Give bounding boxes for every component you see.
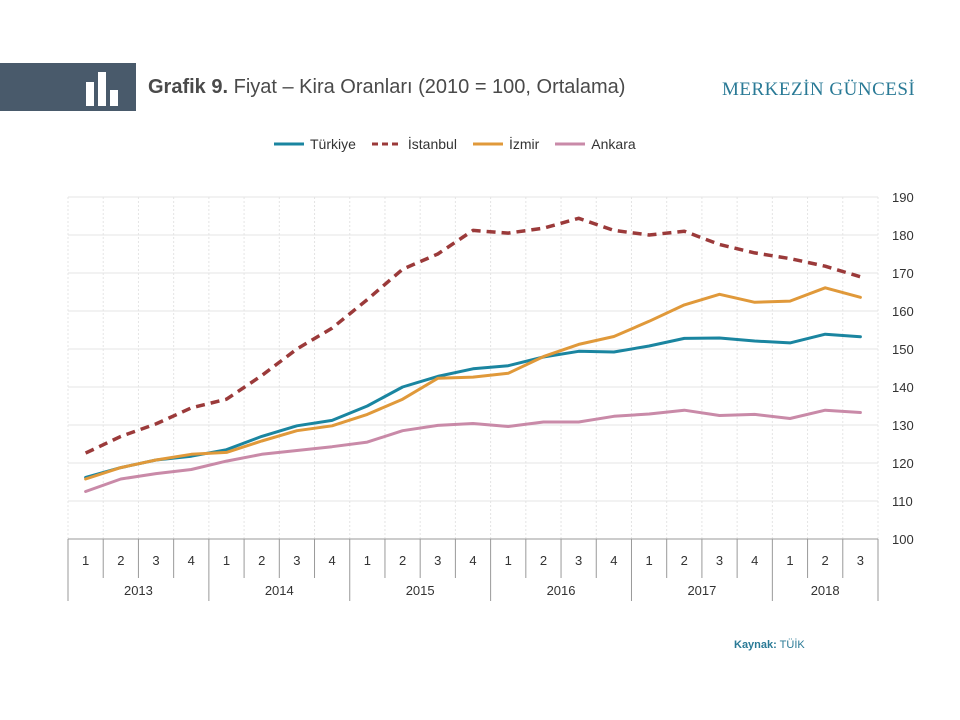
- x-tick-label: 1: [645, 553, 652, 568]
- legend-item: İstanbul: [370, 136, 457, 152]
- legend-label: İstanbul: [407, 136, 457, 152]
- x-tick-label: 4: [610, 553, 617, 568]
- year-label: 2013: [124, 583, 153, 598]
- legend-swatch: [371, 142, 402, 146]
- legend-item: İzmir: [471, 136, 539, 152]
- y-tick-label: 100: [892, 532, 914, 547]
- year-label: 2015: [406, 583, 435, 598]
- series-line-i̇zmir: [84, 286, 862, 481]
- x-tick-label: 4: [188, 553, 195, 568]
- x-tick-label: 1: [364, 553, 371, 568]
- legend-swatch: [274, 142, 304, 146]
- series-line-ankara: [84, 408, 862, 493]
- x-tick-label: 1: [82, 553, 89, 568]
- source-note: Kaynak: TÜİK: [734, 639, 805, 651]
- x-tick-label: 4: [469, 553, 476, 568]
- legend-item: Türkiye: [272, 136, 356, 152]
- source-value: TÜİK: [776, 639, 805, 651]
- legend-label: İzmir: [508, 136, 540, 152]
- x-tick-label: 3: [434, 553, 441, 568]
- y-tick-label: 190: [892, 190, 914, 205]
- bar-chart-icon: [86, 72, 118, 106]
- y-tick-label: 170: [892, 266, 914, 281]
- y-tick-label: 140: [892, 380, 914, 395]
- chart-title: Grafik 9. Fiyat – Kira Oranları (2010 = …: [148, 76, 625, 99]
- x-tick-label: 2: [681, 553, 688, 568]
- x-tick-label: 3: [575, 553, 582, 568]
- title-text: Fiyat – Kira Oranları (2010 = 100, Ortal…: [228, 76, 626, 98]
- y-tick-label: 180: [892, 228, 914, 243]
- legend: Türkiye İstanbul İzmir Ankara: [272, 134, 650, 154]
- year-label: 2017: [687, 583, 716, 598]
- title-number: Grafik 9.: [148, 76, 229, 98]
- x-tick-label: 3: [293, 553, 300, 568]
- x-tick-label: 3: [152, 553, 159, 568]
- x-tick-label: 2: [822, 553, 829, 568]
- series-line-i̇stanbul: [84, 216, 861, 455]
- x-tick-label: 2: [540, 553, 547, 568]
- x-tick-label: 2: [258, 553, 265, 568]
- y-tick-label: 110: [892, 494, 913, 509]
- legend-item: Ankara: [553, 136, 636, 152]
- x-tick-label: 2: [399, 553, 406, 568]
- year-label: 2016: [547, 583, 576, 598]
- y-tick-label: 160: [892, 304, 914, 319]
- legend-label: Türkiye: [310, 136, 356, 152]
- x-tick-label: 4: [751, 553, 758, 568]
- y-tick-label: 150: [892, 342, 914, 357]
- y-tick-label: 120: [892, 456, 914, 471]
- x-tick-label: 1: [505, 553, 512, 568]
- x-tick-label: 2: [117, 553, 124, 568]
- x-tick-label: 3: [857, 553, 864, 568]
- x-tick-label: 4: [329, 553, 336, 568]
- year-label: 2018: [811, 583, 840, 598]
- legend-swatch: [555, 142, 586, 146]
- year-label: 2014: [265, 583, 294, 598]
- x-tick-label: 1: [786, 553, 793, 568]
- source-label: Kaynak:: [734, 639, 777, 651]
- x-tick-label: 1: [223, 553, 230, 568]
- brand-logo-text: MERKEZİN GÜNCESİ: [722, 79, 916, 100]
- y-tick-label: 130: [892, 418, 914, 433]
- legend-label: Ankara: [591, 136, 636, 152]
- legend-swatch: [472, 142, 503, 146]
- x-tick-label: 3: [716, 553, 723, 568]
